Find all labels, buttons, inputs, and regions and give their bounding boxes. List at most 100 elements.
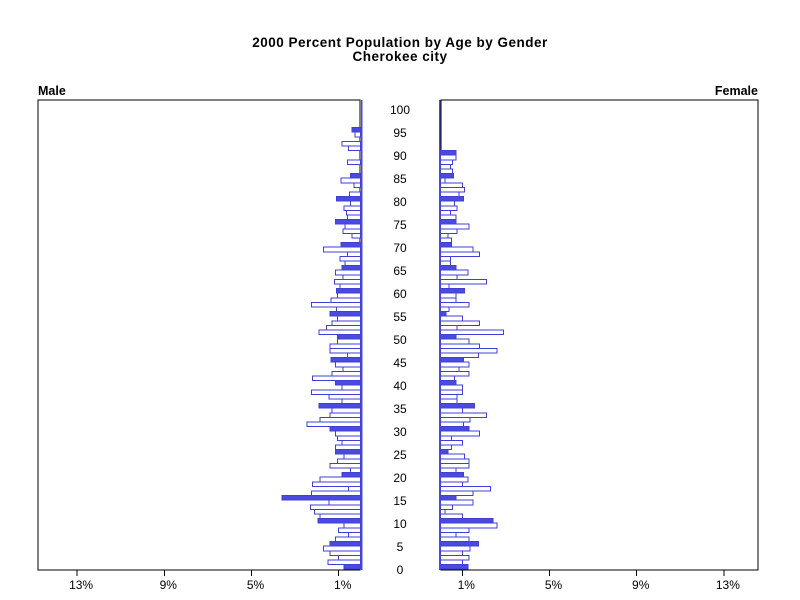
chart-title: 2000 Percent Population by Age by Gender…	[0, 36, 800, 64]
bar-male-age-94	[354, 131, 361, 138]
bar-female-age-70	[440, 242, 452, 248]
bar-male-age-51	[318, 329, 361, 336]
bar-female-age-82	[440, 186, 465, 193]
bar-male-age-72	[351, 232, 361, 239]
bar-female-age-86	[440, 168, 453, 175]
age-axis-label-65: 65	[393, 264, 407, 278]
bar-female-age-49	[440, 338, 470, 345]
bar-female-age-74	[440, 223, 470, 230]
bar-male-age-8	[338, 527, 362, 533]
bar-male-age-67	[339, 255, 362, 262]
bar-female-age-80	[440, 196, 464, 202]
bar-male-age-24	[343, 453, 361, 460]
bar-female-age-21	[440, 467, 457, 474]
bar-male-age-10	[317, 518, 361, 524]
bar-female-age-5	[440, 541, 480, 547]
bar-male-age-85	[350, 173, 362, 179]
bar-female-age-2	[440, 554, 470, 561]
bar-female-age-0	[440, 564, 469, 570]
age-axis-label-30: 30	[393, 425, 407, 439]
bar-female-age-22	[440, 462, 470, 469]
bar-female-age-6	[440, 536, 470, 543]
age-axis-label-85: 85	[393, 172, 407, 186]
bar-male-age-64	[334, 269, 361, 276]
bar-female-age-37	[440, 393, 458, 400]
bar-male-age-21	[350, 467, 362, 474]
bar-male-age-88	[346, 159, 362, 165]
age-axis-label-0: 0	[397, 563, 404, 577]
bar-female-age-25	[440, 449, 449, 455]
bar-female-age-77	[440, 209, 451, 216]
bar-male-age-52	[326, 324, 361, 331]
bar-male-age-50	[337, 334, 361, 340]
bar-female-age-88	[440, 159, 453, 165]
bar-female-age-13	[440, 504, 453, 510]
bar-male-age-37	[328, 393, 362, 400]
bar-female-age-57	[440, 301, 470, 308]
bar-female-age-78	[440, 205, 458, 211]
bar-male-age-27	[341, 439, 362, 446]
bar-female-age-19	[440, 476, 469, 483]
bar-male-age-4	[322, 545, 362, 552]
bar-male-age-28	[337, 435, 361, 441]
bar-female-age-16	[440, 490, 474, 497]
bar-female-age-46	[440, 352, 480, 359]
bar-male-age-68	[346, 251, 362, 257]
bar-male-age-44	[334, 361, 361, 368]
bar-female-age-59	[440, 292, 457, 299]
bar-male-age-91	[348, 145, 362, 152]
bar-female-age-66	[440, 260, 451, 267]
bar-female-age-47	[440, 347, 498, 354]
bar-male-age-18	[312, 481, 362, 487]
age-axis-label-90: 90	[393, 149, 407, 163]
bar-male-age-81	[349, 191, 362, 198]
bar-male-age-33	[329, 412, 362, 418]
bar-male-age-62	[333, 278, 361, 285]
age-axis-label-5: 5	[397, 540, 404, 554]
bar-female-age-23	[440, 458, 470, 464]
bar-female-age-61	[440, 283, 450, 290]
age-axis-label-40: 40	[393, 379, 407, 393]
bar-female-age-34	[440, 407, 463, 414]
age-axis-label-25: 25	[393, 448, 407, 462]
female-pct-tick-label-9: 9%	[632, 578, 650, 592]
age-axis-label-100: 100	[390, 103, 410, 117]
bar-male-age-17	[348, 485, 362, 492]
bar-female-age-69	[440, 246, 474, 253]
bar-male-age-66	[344, 260, 361, 267]
bar-male-age-9	[343, 522, 361, 529]
bar-female-age-12	[440, 508, 446, 515]
bar-female-age-64	[440, 269, 469, 276]
bar-male-age-5	[329, 541, 362, 547]
bar-male-age-79	[350, 200, 362, 207]
bar-female-age-33	[440, 412, 487, 418]
bar-female-age-7	[440, 531, 457, 538]
bar-male-age-54	[337, 315, 361, 322]
bar-male-age-12	[314, 508, 361, 515]
male-panel-label: Male	[38, 84, 66, 98]
age-axis-label-70: 70	[393, 241, 407, 255]
bar-female-age-45	[440, 357, 464, 363]
bar-male-age-1	[327, 559, 361, 566]
bar-female-age-30	[440, 426, 470, 432]
bar-male-age-7	[348, 531, 362, 538]
chart-title-line2: Cherokee city	[352, 49, 448, 64]
bar-male-age-30	[329, 426, 362, 432]
bar-female-age-31	[440, 421, 464, 428]
age-axis-label-95: 95	[393, 126, 407, 140]
bar-male-age-60	[336, 288, 361, 294]
bar-male-age-13	[309, 504, 361, 510]
age-axis-label-60: 60	[393, 287, 407, 301]
bar-female-age-27	[440, 439, 463, 446]
female-pct-tick-label-1: 1%	[458, 578, 476, 592]
age-axis-label-35: 35	[393, 402, 407, 416]
bar-female-age-67	[440, 255, 451, 262]
bar-female-age-18	[440, 481, 463, 487]
bar-female-age-85	[440, 173, 455, 179]
bar-male-age-74	[344, 223, 361, 230]
bar-female-age-41	[440, 375, 456, 382]
bar-male-age-49	[337, 338, 361, 345]
age-axis-label-55: 55	[393, 310, 407, 324]
